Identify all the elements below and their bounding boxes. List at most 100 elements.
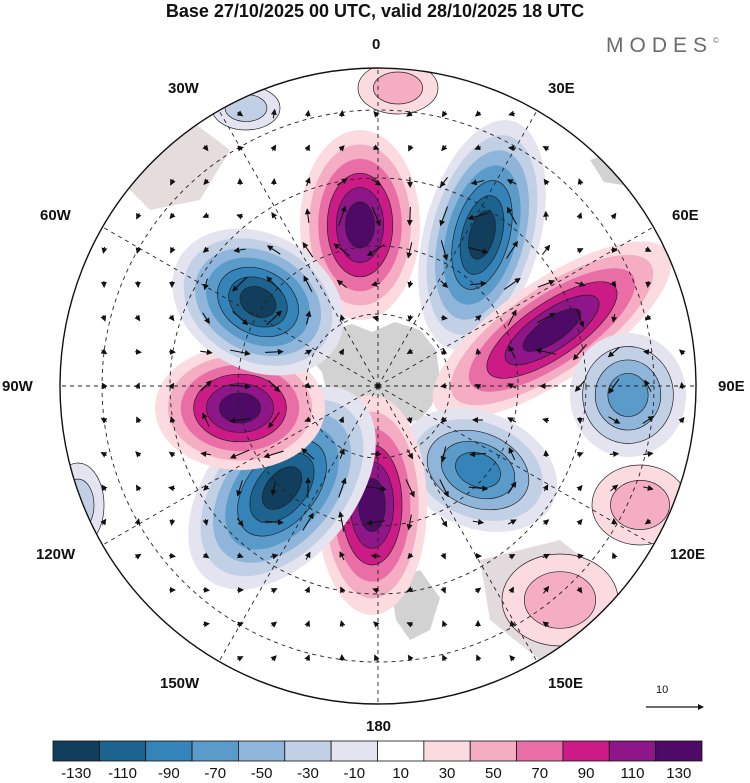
- map-boundary: [59, 67, 697, 705]
- wind-vector: [305, 310, 312, 325]
- wind-vector: [576, 248, 584, 254]
- colorbar-box: [608, 740, 657, 762]
- meridian-line: [377, 226, 654, 387]
- colorbar-box: [52, 740, 100, 762]
- wind-vector: [366, 243, 385, 257]
- wind-vector: [304, 382, 312, 389]
- wind-vector: [372, 587, 380, 594]
- wind-vector: [576, 212, 583, 220]
- wind-vector: [338, 511, 345, 532]
- anomaly-negative-60w-level-7: [239, 286, 277, 318]
- wind-vector: [303, 275, 313, 293]
- wind-vector: [406, 416, 413, 424]
- lon-label-90w: 90W: [2, 378, 33, 395]
- wind-vector: [406, 514, 413, 531]
- colorbar-box: [284, 740, 332, 762]
- wind-vector: [101, 484, 108, 492]
- wind-vector: [100, 315, 107, 322]
- colorbar-tick-label: 130: [666, 765, 692, 782]
- wind-vector: [101, 382, 108, 390]
- wind-vector: [168, 451, 176, 458]
- anomaly-negative-60w: [172, 228, 344, 376]
- wind-vector: [136, 416, 142, 424]
- wind-vector: [304, 416, 311, 423]
- lon-label-30e: 30E: [548, 80, 575, 97]
- colorbar-tick-label: -10: [343, 765, 366, 782]
- wind-vector: [304, 144, 310, 152]
- wind-vector: [366, 485, 387, 492]
- colorbar-tick-label: -70: [204, 765, 227, 782]
- wind-vector: [370, 178, 382, 186]
- wind-vector: [236, 480, 243, 497]
- wind-vector: [611, 313, 618, 323]
- wind-vector: [373, 621, 380, 628]
- wind-vector: [575, 281, 586, 287]
- wind-vector: [200, 451, 211, 457]
- wind-vector: [506, 206, 518, 225]
- wind-vector: [474, 314, 482, 322]
- wind-vector: [202, 518, 209, 526]
- wind-vector: [338, 145, 345, 152]
- anomaly-positive-150e-level-2: [523, 571, 597, 629]
- wind-vector: [440, 314, 448, 321]
- wind-vector: [230, 349, 251, 356]
- wind-vector: [476, 654, 482, 662]
- wind-vector: [406, 622, 414, 628]
- wind-vector: [503, 277, 521, 291]
- anomaly-positive-north: [357, 68, 439, 115]
- brand-name: MODES: [606, 34, 714, 57]
- wind-vector: [509, 620, 516, 628]
- anomaly-negative-150w-level-7: [261, 466, 303, 510]
- wind-vector: [644, 246, 652, 252]
- anomaly-positive-0e-level-6: [345, 201, 375, 249]
- wind-vector: [302, 512, 314, 531]
- lon-label-0: 0: [372, 36, 381, 53]
- wind-vector: [236, 145, 244, 152]
- wind-vector: [301, 448, 315, 460]
- wind-vector: [542, 553, 551, 560]
- wind-vector: [338, 348, 345, 356]
- chart-title: Base 27/10/2025 00 UTC, valid 28/10/2025…: [165, 1, 585, 21]
- lon-label-30w: 30W: [168, 80, 199, 97]
- wind-vector: [474, 384, 482, 390]
- wind-vector: [229, 383, 251, 390]
- wind-vector: [202, 312, 210, 325]
- wind-vector: [200, 380, 212, 392]
- wind-vector: [574, 380, 585, 392]
- wind-vector: [268, 412, 280, 429]
- wind-vector: [339, 448, 345, 459]
- wind-vector: [406, 449, 414, 460]
- wind-vector: [644, 379, 652, 392]
- wind-vector: [440, 446, 447, 463]
- colorbar-box: [377, 740, 425, 762]
- wind-vector: [202, 552, 210, 559]
- meridian-line: [102, 226, 379, 387]
- colorbar-tick-label: 70: [531, 765, 549, 782]
- wind-vector: [508, 345, 516, 359]
- graticule: [60, 68, 696, 704]
- wind-vector: [507, 417, 517, 423]
- wind-vector: [474, 110, 482, 117]
- wind-vector: [135, 451, 142, 458]
- wind-vector: [134, 553, 142, 560]
- wind-vector: [542, 417, 550, 424]
- wind-vector: [537, 279, 556, 288]
- colorbar-box: [191, 740, 239, 762]
- wind-vector: [134, 518, 141, 526]
- wind-vector: [439, 206, 449, 227]
- wind-vector: [135, 484, 142, 492]
- wind-vector: [508, 554, 516, 560]
- colorbar-box: [238, 740, 286, 762]
- wind-vector: [678, 416, 685, 424]
- wind-vector: [336, 279, 347, 288]
- wind-vector: [304, 551, 311, 560]
- wind-vector: [336, 178, 348, 186]
- wind-vector: [236, 110, 244, 117]
- wind-vector: [507, 481, 517, 495]
- colorbar-box: [98, 740, 147, 762]
- colorbar-box: [562, 740, 610, 762]
- wind-vector: [439, 177, 448, 188]
- lon-label-180: 180: [366, 718, 392, 735]
- lon-label-150w: 150W: [160, 675, 200, 692]
- colorbar-tick-label: -50: [250, 765, 273, 782]
